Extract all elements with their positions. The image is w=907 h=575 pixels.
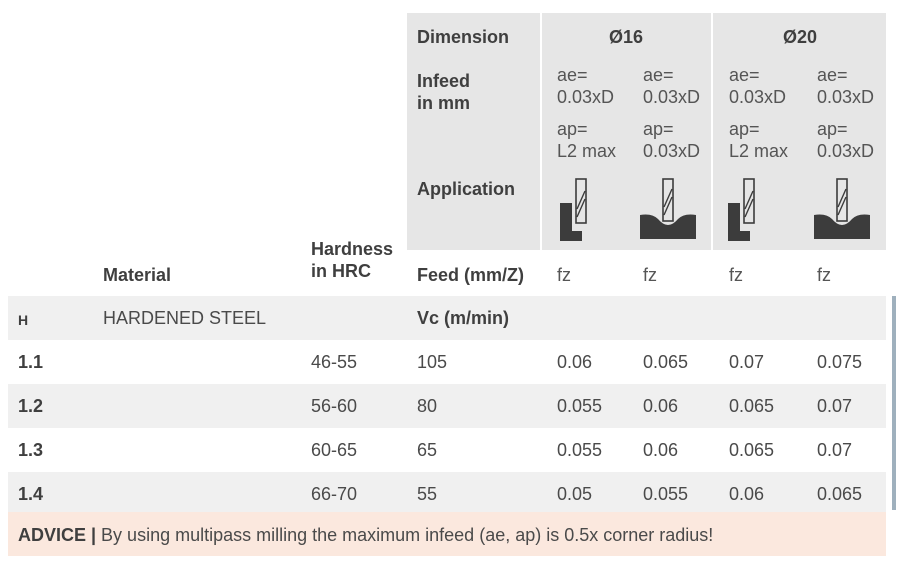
table-row: 1.2 56-60 80 0.055 0.06 0.065 0.07 <box>8 384 886 428</box>
row-hardness: 56-60 <box>311 396 358 416</box>
ap-value: 0.03xD <box>817 141 875 161</box>
ae-value: 0.03xD <box>729 87 787 107</box>
ae-cell: ae= 0.03xD <box>817 64 874 108</box>
ae-value: 0.03xD <box>817 87 875 107</box>
fz-header: fz <box>643 265 658 285</box>
header-divider <box>540 13 542 250</box>
ae-cell: ae= 0.03xD <box>729 64 786 108</box>
infeed-label-line1: Infeed <box>417 71 471 91</box>
advice-message: By using multipass milling the maximum i… <box>96 525 714 545</box>
ap-value: 0.03xD <box>643 141 701 161</box>
row-id: 1.4 <box>18 484 44 504</box>
hardness-header-line1: Hardness <box>311 239 394 259</box>
row-id: 1.2 <box>18 396 44 416</box>
ae-label: ae= <box>729 65 760 85</box>
ae-label: ae= <box>557 65 588 85</box>
ap-value: L2 max <box>729 141 789 161</box>
row-id: 1.3 <box>18 440 44 460</box>
feed-column-header: Feed (mm/Z) <box>417 265 525 285</box>
infeed-label-line2: in mm <box>417 93 471 113</box>
row-id: 1.1 <box>18 352 44 372</box>
infeed-label: Infeed in mm <box>417 70 470 114</box>
table-row: 1.3 60-65 65 0.055 0.06 0.065 0.07 <box>8 428 886 472</box>
application-label: Application <box>417 179 515 199</box>
row-vc: 65 <box>417 440 438 460</box>
advice-text: ADVICE | By using multipass milling the … <box>18 524 713 546</box>
ap-cell: ap= 0.03xD <box>643 118 700 162</box>
diameter-20-label: Ø20 <box>783 27 818 47</box>
row-hardness: 66-70 <box>311 484 358 504</box>
ap-label: ap= <box>557 119 588 139</box>
table-accent-bar <box>892 296 896 510</box>
table-row: 1.1 46-55 105 0.06 0.065 0.07 0.075 <box>8 340 886 384</box>
hardness-column-header: Hardness in HRC <box>311 238 393 282</box>
group-name: HARDENED STEEL <box>103 308 267 328</box>
fz-header: fz <box>729 265 744 285</box>
row-fz: 0.065 <box>729 396 775 416</box>
shoulder-milling-icon <box>560 178 587 241</box>
row-fz: 0.06 <box>643 396 679 416</box>
shoulder-milling-icon <box>728 178 755 241</box>
row-fz: 0.075 <box>817 352 863 372</box>
row-fz: 0.055 <box>557 396 603 416</box>
ae-label: ae= <box>643 65 674 85</box>
header-panel <box>407 13 886 250</box>
row-fz: 0.055 <box>557 440 603 460</box>
material-group-row: H HARDENED STEEL Vc (m/min) <box>8 296 886 340</box>
ae-cell: ae= 0.03xD <box>643 64 700 108</box>
row-fz: 0.05 <box>557 484 593 504</box>
hardness-header-line2: in HRC <box>311 261 371 281</box>
row-fz: 0.065 <box>817 484 863 504</box>
ap-label: ap= <box>729 119 760 139</box>
ap-value: L2 max <box>557 141 617 161</box>
row-fz: 0.07 <box>817 440 853 460</box>
dimension-label: Dimension <box>417 27 510 47</box>
ae-label: ae= <box>817 65 848 85</box>
row-fz: 0.07 <box>729 352 765 372</box>
table-row: 1.4 66-70 55 0.05 0.055 0.06 0.065 <box>8 472 886 516</box>
row-fz: 0.06 <box>729 484 765 504</box>
row-hardness: 60-65 <box>311 440 358 460</box>
row-fz: 0.07 <box>817 396 853 416</box>
profile-milling-icon <box>640 178 696 239</box>
row-fz: 0.055 <box>643 484 689 504</box>
fz-header: fz <box>557 265 572 285</box>
profile-milling-icon <box>814 178 870 239</box>
ae-cell: ae= 0.03xD <box>557 64 614 108</box>
material-column-header: Material <box>103 265 172 285</box>
row-vc: 80 <box>417 396 438 416</box>
row-vc: 55 <box>417 484 438 504</box>
advice-label: ADVICE | <box>18 525 97 545</box>
row-fz: 0.06 <box>557 352 593 372</box>
advice-banner: ADVICE | By using multipass milling the … <box>8 512 886 556</box>
ap-label: ap= <box>817 119 848 139</box>
row-fz: 0.06 <box>643 440 679 460</box>
diameter-16-label: Ø16 <box>609 27 644 47</box>
row-fz: 0.065 <box>643 352 689 372</box>
ap-cell: ap= L2 max <box>729 118 788 162</box>
ap-cell: ap= L2 max <box>557 118 616 162</box>
vc-label: Vc (m/min) <box>417 308 510 328</box>
ae-value: 0.03xD <box>643 87 701 107</box>
fz-header: fz <box>817 265 832 285</box>
row-hardness: 46-55 <box>311 352 358 372</box>
ae-value: 0.03xD <box>557 87 615 107</box>
ap-cell: ap= 0.03xD <box>817 118 874 162</box>
ap-label: ap= <box>643 119 674 139</box>
group-code: H <box>18 312 29 328</box>
row-fz: 0.065 <box>729 440 775 460</box>
header-divider <box>711 13 713 250</box>
row-vc: 105 <box>417 352 448 372</box>
